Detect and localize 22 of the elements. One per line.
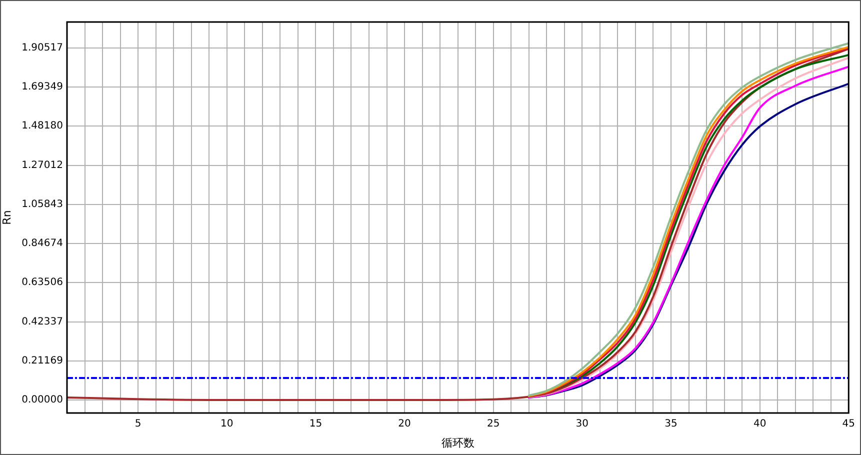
x-tick-label: 25 xyxy=(486,418,500,430)
x-axis-title: 循环数 xyxy=(441,436,474,450)
x-tick-label: 15 xyxy=(309,418,322,430)
y-tick-label: 1.69349 xyxy=(22,82,63,93)
y-tick-label: 1.48180 xyxy=(22,120,63,132)
y-tick-label: 0.42337 xyxy=(22,316,63,328)
y-tick-label: 1.90517 xyxy=(22,42,63,54)
y-axis-title: Rn xyxy=(0,210,14,225)
x-tick-label: 40 xyxy=(753,418,766,430)
x-tick-label: 30 xyxy=(576,418,589,430)
x-tick-label: 35 xyxy=(664,418,678,430)
y-tick-label: 0.63506 xyxy=(22,277,63,288)
y-tick-label: 0.84674 xyxy=(22,238,63,250)
line-series xyxy=(67,48,849,402)
y-tick-label: 0.00000 xyxy=(22,394,63,406)
y-tick-label: 1.05843 xyxy=(22,198,63,210)
x-tick-label: 5 xyxy=(134,418,142,430)
x-tick-label: 10 xyxy=(220,418,234,430)
x-tick-label: 45 xyxy=(842,418,856,430)
x-tick-label: 20 xyxy=(398,418,411,430)
y-tick-label: 0.21169 xyxy=(22,356,63,367)
y-tick-label: 1.27012 xyxy=(22,160,63,171)
